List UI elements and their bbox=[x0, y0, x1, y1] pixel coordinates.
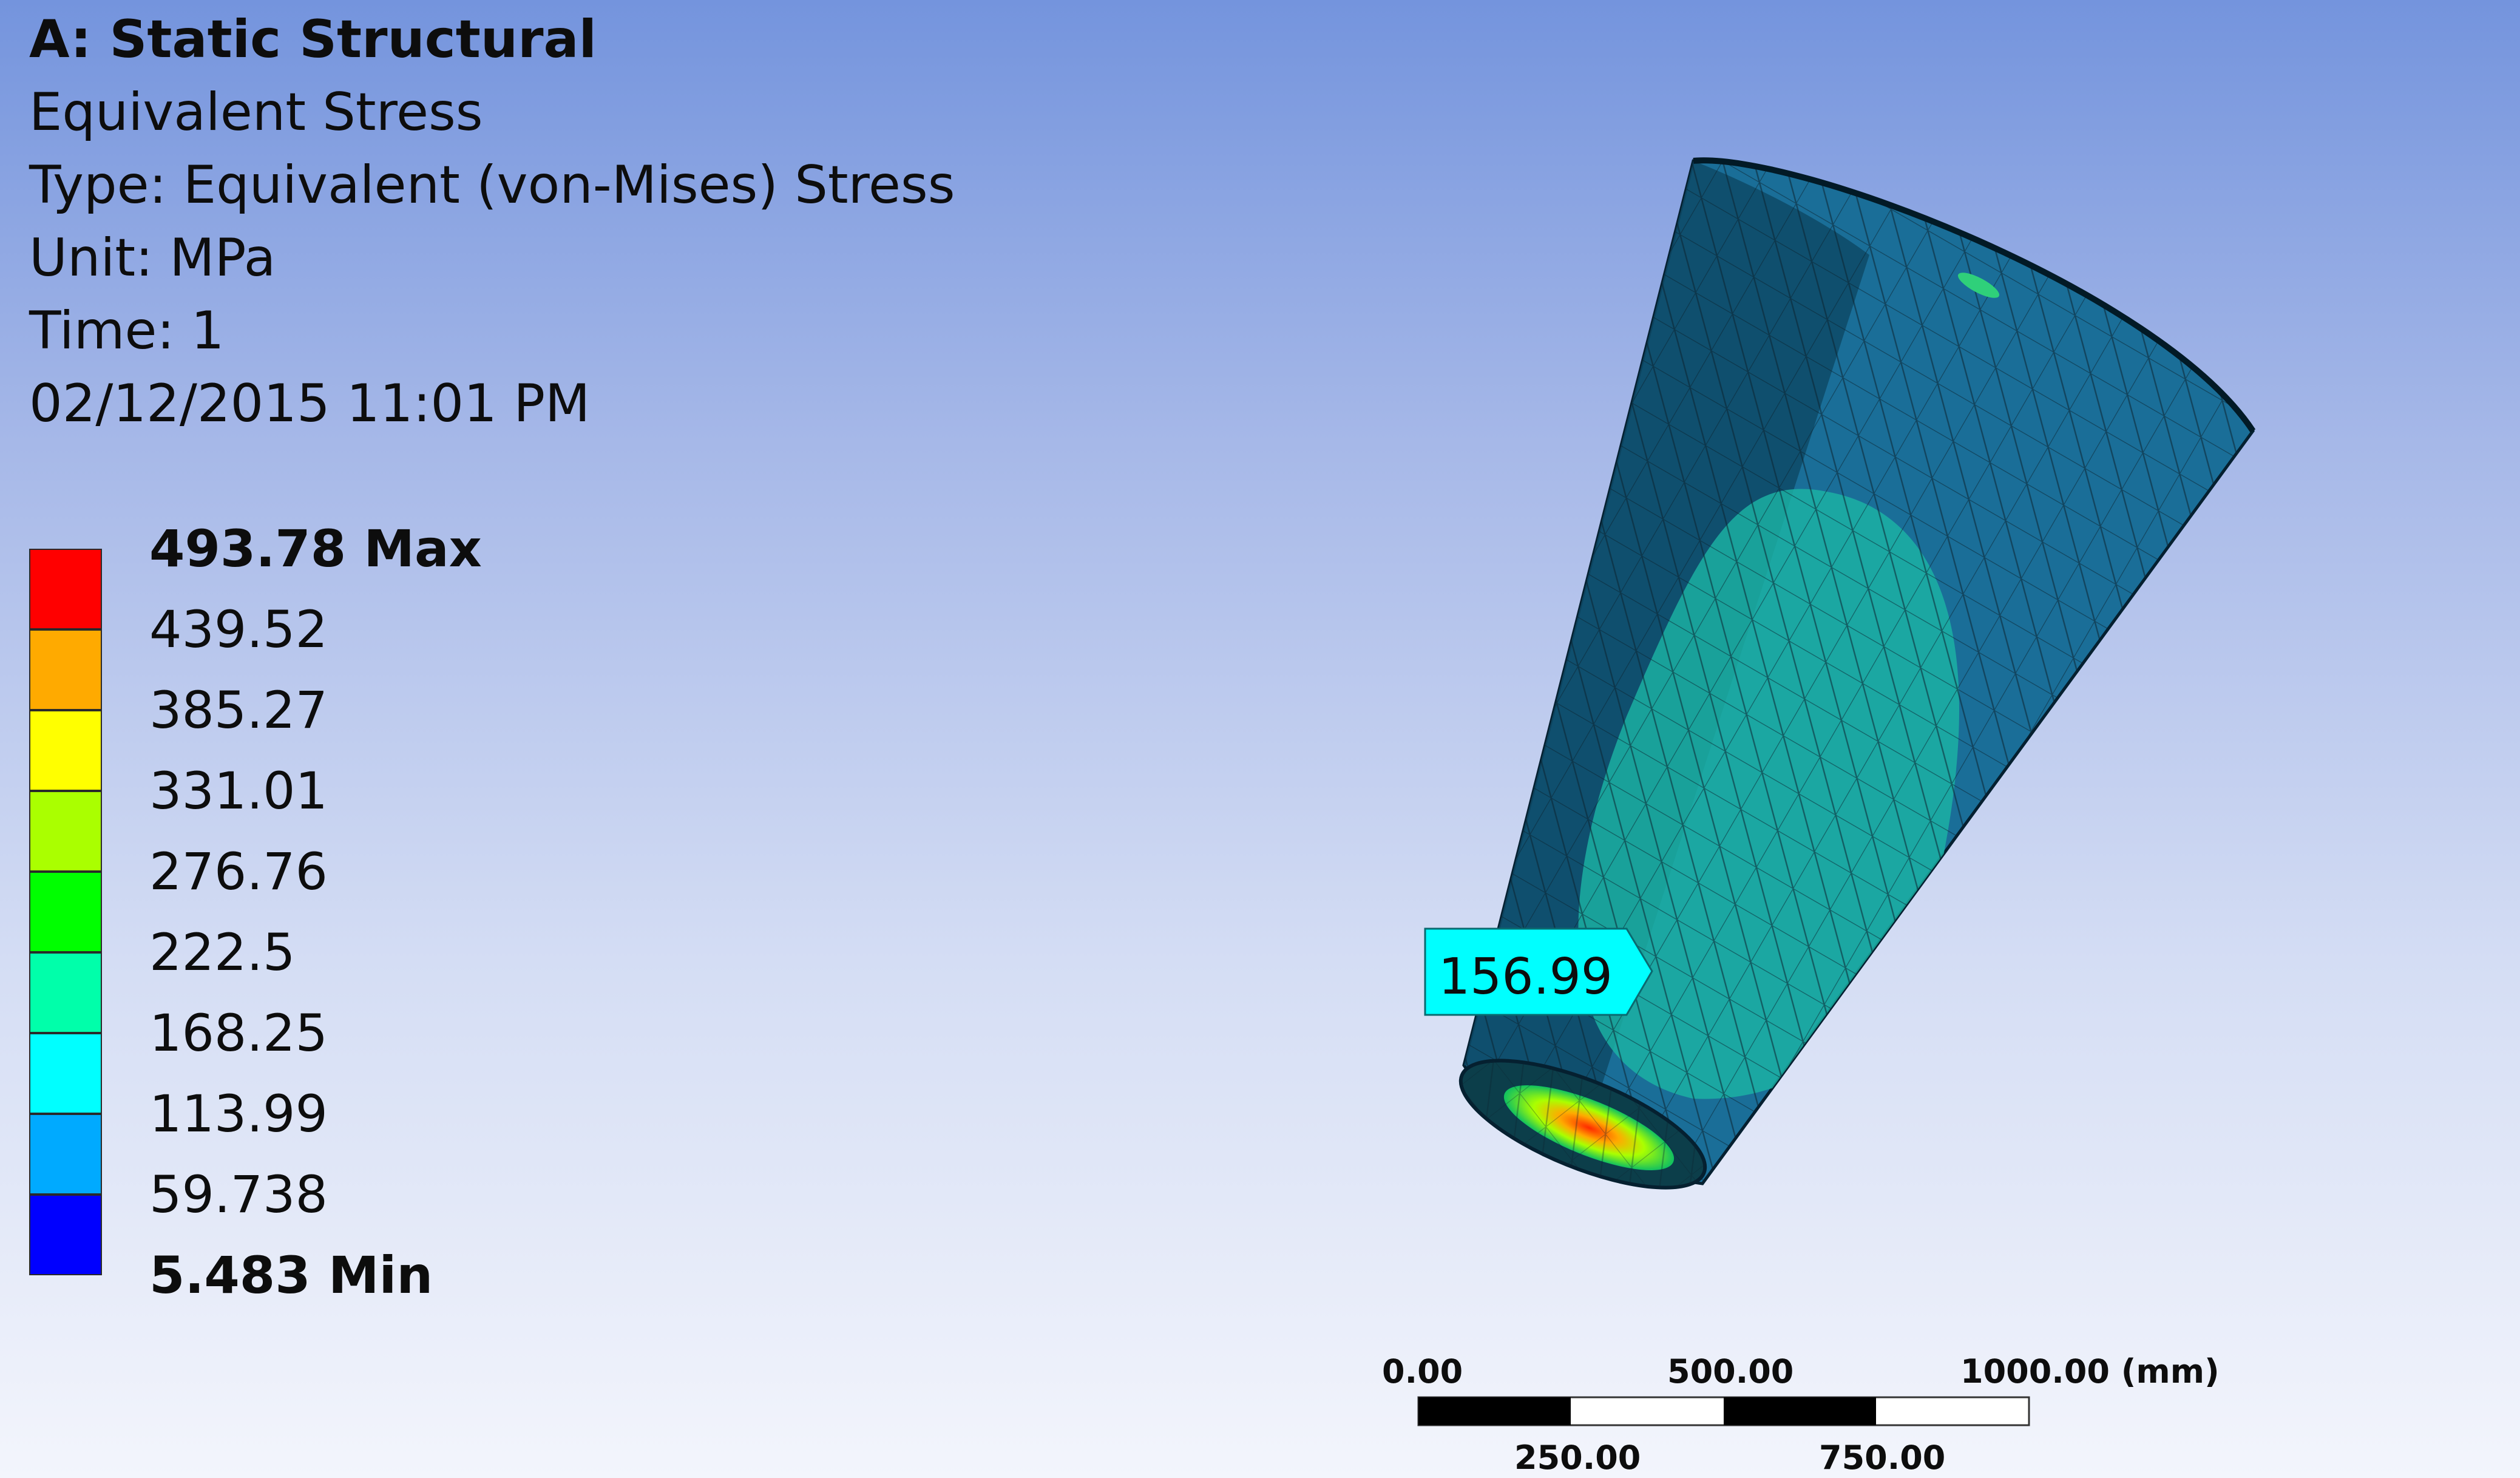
legend-level-label: 331.01 bbox=[149, 761, 328, 821]
analysis-title: A: Static Structural bbox=[29, 9, 597, 70]
legend-level-label: 59.738 bbox=[149, 1165, 328, 1224]
probe-value: 156.99 bbox=[1438, 948, 1613, 1006]
legend-swatch bbox=[29, 1195, 102, 1275]
legend-swatch bbox=[29, 791, 102, 872]
probe-label[interactable]: 156.99 bbox=[1424, 927, 1653, 1016]
legend-level-label: 385.27 bbox=[149, 680, 328, 740]
scale-segment bbox=[1724, 1397, 1876, 1425]
legend-swatch bbox=[29, 1033, 102, 1114]
legend-level-label: 168.25 bbox=[149, 1003, 328, 1063]
scale-label-750: 750.00 bbox=[1819, 1439, 1945, 1477]
legend-swatch bbox=[29, 549, 102, 629]
legend-swatch bbox=[29, 710, 102, 791]
legend-level-label: 222.5 bbox=[149, 923, 296, 982]
conical-shell-model[interactable] bbox=[1445, 146, 2270, 1213]
legend-swatch bbox=[29, 629, 102, 710]
result-type: Type: Equivalent (von-Mises) Stress bbox=[29, 155, 955, 215]
scale-label-0: 0.00 bbox=[1382, 1352, 1463, 1391]
legend-swatch bbox=[29, 872, 102, 952]
legend-max-label: 493.78 Max bbox=[149, 519, 482, 578]
scale-label-250: 250.00 bbox=[1514, 1439, 1641, 1477]
legend-swatch bbox=[29, 1114, 102, 1195]
legend-min-label: 5.483 Min bbox=[149, 1246, 433, 1305]
legend-level-label: 276.76 bbox=[149, 842, 328, 901]
result-name: Equivalent Stress bbox=[29, 82, 483, 143]
scale-label-1000: 1000.00 (mm) bbox=[1960, 1352, 2220, 1391]
scale-bar: 0.00 500.00 1000.00 (mm) 250.00 750.00 bbox=[1382, 1352, 2220, 1477]
result-timestamp: 02/12/2015 11:01 PM bbox=[29, 373, 591, 434]
legend-swatch bbox=[29, 952, 102, 1033]
scale-segment bbox=[1418, 1397, 1571, 1425]
result-time: Time: 1 bbox=[29, 300, 225, 361]
legend-level-label: 113.99 bbox=[149, 1084, 328, 1144]
legend-level-label: 439.52 bbox=[149, 600, 328, 659]
result-unit: Unit: MPa bbox=[29, 228, 276, 288]
scale-label-500: 500.00 bbox=[1667, 1352, 1793, 1391]
probe-tag bbox=[1424, 927, 1653, 1016]
